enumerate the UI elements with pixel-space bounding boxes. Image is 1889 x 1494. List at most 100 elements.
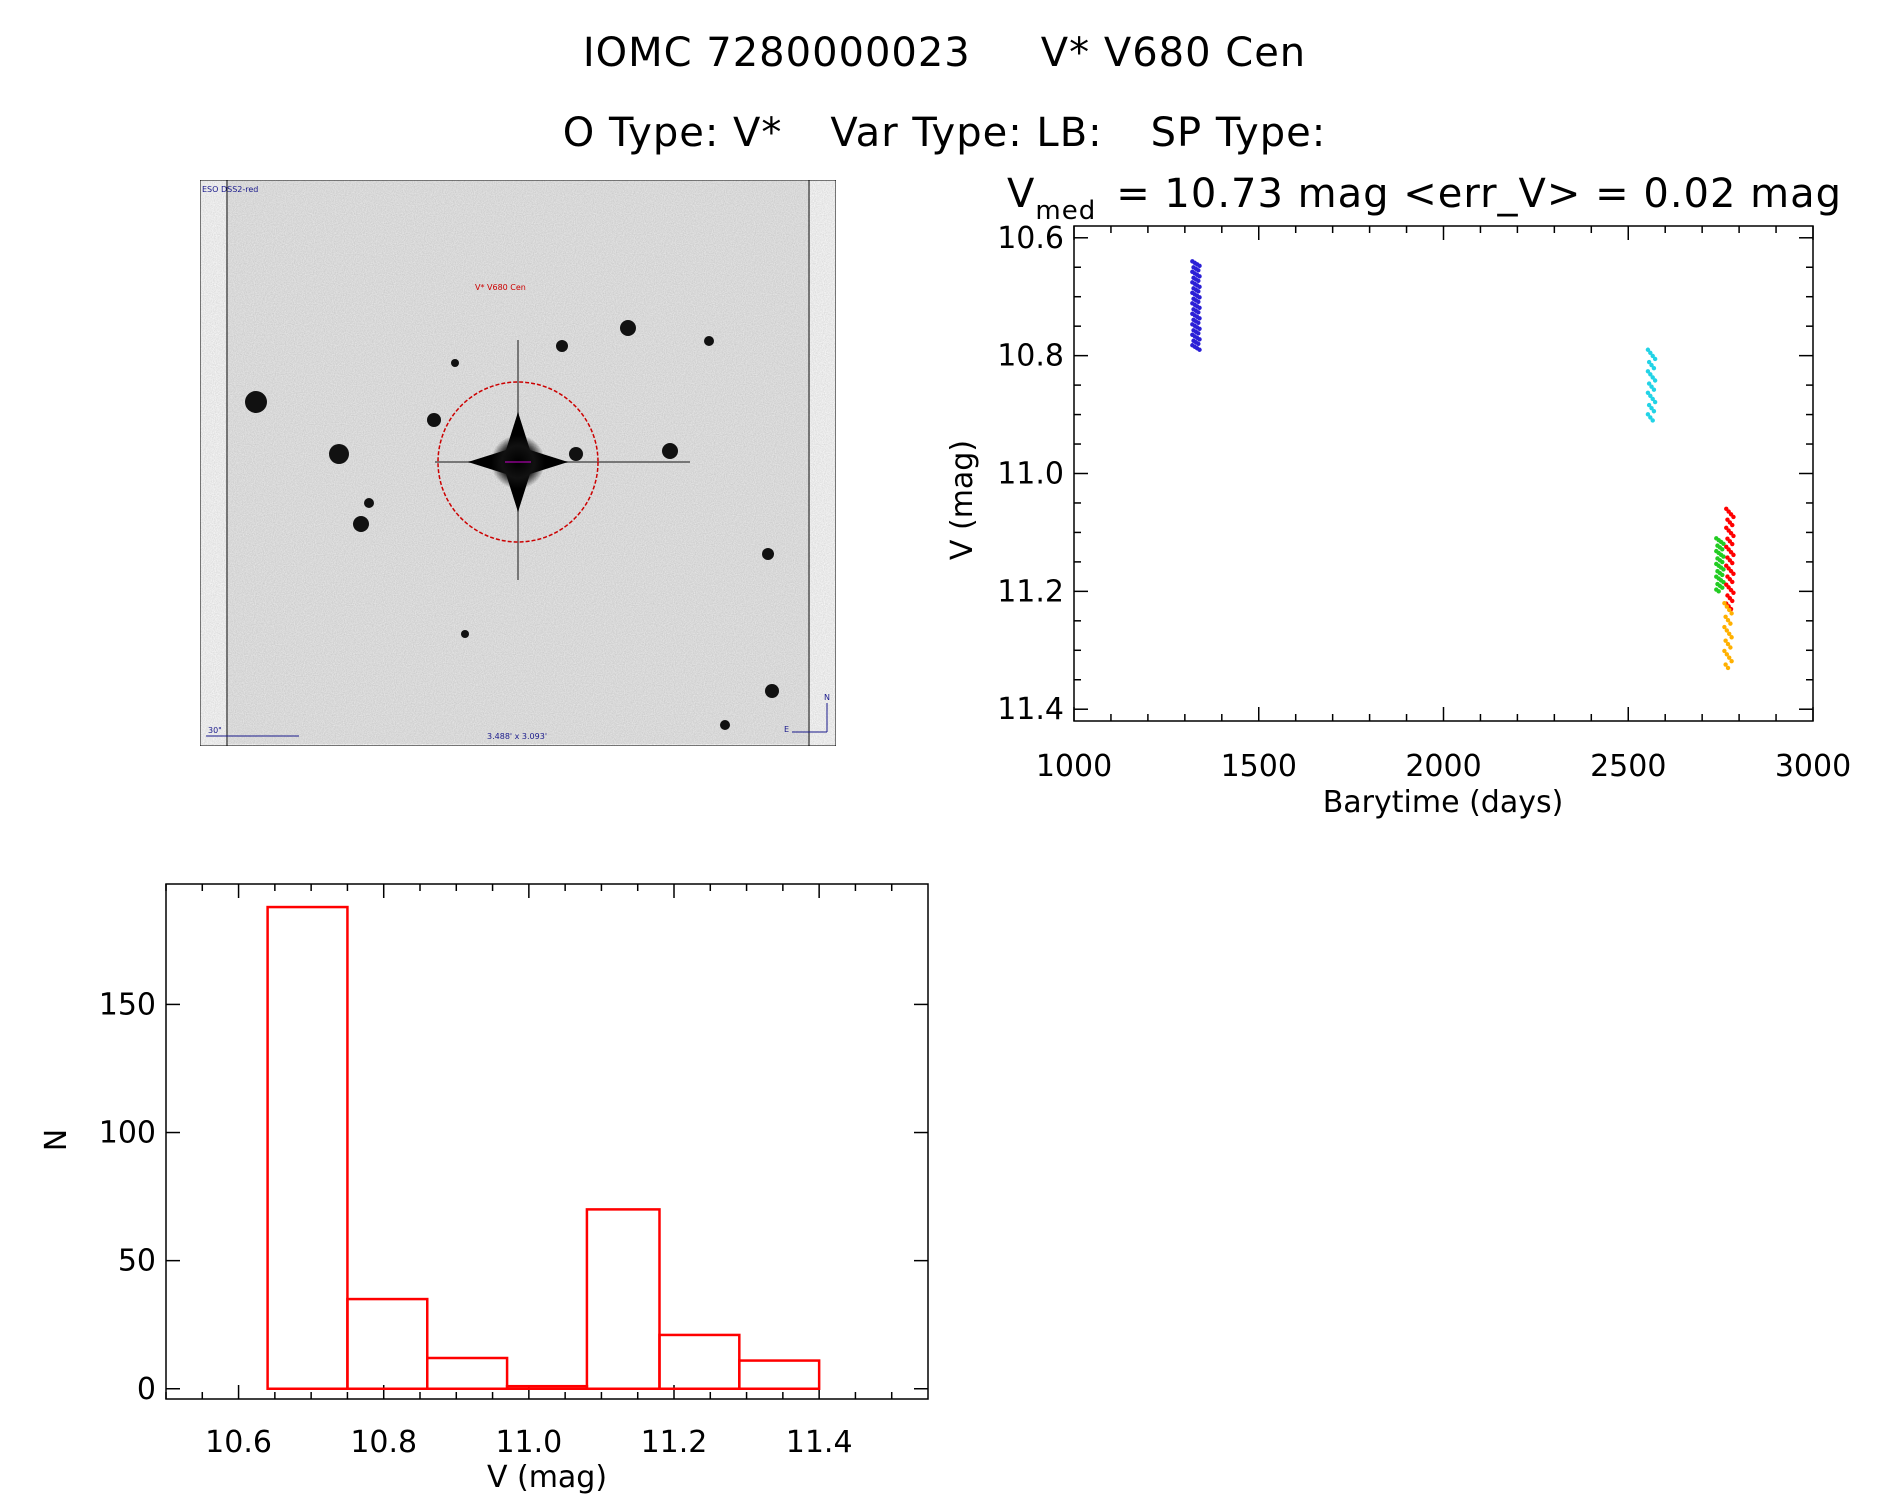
field-star <box>364 498 374 508</box>
lc-point <box>1196 268 1201 273</box>
lc-point <box>1730 579 1735 585</box>
object-type: O Type: V* <box>562 110 783 156</box>
hist-bar <box>738 1359 821 1391</box>
lc-y-tick-label: 11.2 <box>997 574 1064 609</box>
lc-point <box>1645 347 1651 352</box>
field-star <box>451 359 459 367</box>
lc-point <box>1650 396 1655 402</box>
lc-point <box>1651 365 1657 371</box>
lc-point <box>1197 295 1202 300</box>
lc-x-tick-labels: 1000 1500 2000 2500 3000 <box>1036 749 1851 784</box>
north-label: N <box>824 693 830 702</box>
lc-point <box>1724 604 1730 609</box>
hist-y-tick-label: 100 <box>99 1116 156 1151</box>
field-star <box>245 391 267 413</box>
field-star <box>427 413 441 427</box>
field-star <box>353 516 369 532</box>
hist-plot-frame <box>165 883 929 1400</box>
lc-y-tick-label: 10.8 <box>997 339 1064 374</box>
lc-point <box>1731 514 1736 520</box>
lc-point <box>1716 589 1721 594</box>
lc-point <box>1645 369 1651 374</box>
lc-point <box>1727 631 1732 637</box>
lc-point <box>1723 614 1728 619</box>
lc-point <box>1721 567 1726 572</box>
lc-series-group-2 <box>1645 347 1658 423</box>
lc-title: Vmed = 10.73 mag <err_V> = 0.02 mag <box>1007 171 1842 226</box>
hist-x-tick-label: 11.0 <box>495 1425 562 1460</box>
lc-point <box>1197 347 1202 352</box>
hist-y-tick-label: 50 <box>118 1244 156 1279</box>
hist-bars <box>266 905 821 1391</box>
lc-point <box>1720 585 1725 590</box>
lc-point <box>1645 390 1651 395</box>
lc-point <box>1196 341 1201 346</box>
lc-point <box>1728 645 1733 650</box>
lc-point <box>1724 652 1730 657</box>
hist-y-tick-labels: 0 50 100 150 <box>99 987 156 1406</box>
target-label: V* V680 Cen <box>475 283 526 292</box>
figure-title-line-1: IOMC 7280000023 V* V680 Cen <box>0 30 1889 76</box>
lc-point <box>1731 552 1736 558</box>
hist-bar <box>658 1333 741 1391</box>
lc-point <box>1727 655 1732 660</box>
lc-point <box>1728 621 1733 626</box>
lc-point <box>1650 418 1655 423</box>
lc-title-rest: = 10.73 mag <err_V> = 0.02 mag <box>1116 171 1842 217</box>
field-star <box>556 340 568 352</box>
hist-x-tick-labels: 10.6 10.8 11.0 11.2 11.4 <box>205 1425 852 1460</box>
target-circle <box>437 381 599 543</box>
scale-label: 30" <box>208 726 222 735</box>
lc-point <box>1723 662 1728 667</box>
hist-x-tick-label: 11.2 <box>641 1425 708 1460</box>
hist-y-tick-label: 0 <box>137 1372 156 1407</box>
field-star <box>620 320 636 336</box>
field-star <box>762 548 774 560</box>
light-curve-chart: Vmed = 10.73 mag <err_V> = 0.02 mag 1000 1… <box>945 171 1851 820</box>
lc-point <box>1646 359 1652 365</box>
field-star <box>329 444 349 464</box>
lc-point <box>1645 412 1651 417</box>
lc-point <box>1196 310 1201 315</box>
hist-bar <box>346 1297 429 1391</box>
lc-point <box>1720 559 1725 565</box>
lc-axis-ticks <box>1073 226 1814 721</box>
lc-point <box>1648 350 1653 356</box>
field-star <box>704 336 714 346</box>
hist-x-tick-label: 10.6 <box>205 1425 272 1460</box>
lc-point <box>1197 305 1202 311</box>
lc-point <box>1649 405 1654 411</box>
hist-bar <box>585 1208 661 1391</box>
lc-point <box>1197 316 1202 321</box>
lc-point <box>1720 572 1725 578</box>
lc-point <box>1649 384 1654 389</box>
lc-point <box>1731 533 1736 539</box>
lc-title-sub: med <box>1035 196 1096 226</box>
hist-x-tick-label: 10.8 <box>350 1425 417 1460</box>
survey-label: ESO DSS2-red <box>202 185 258 194</box>
lc-point <box>1725 641 1731 647</box>
lc-point <box>1651 387 1657 392</box>
lc-point <box>1652 399 1658 405</box>
hist-x-axis-label: V (mag) <box>487 1460 607 1494</box>
hist-y-axis-label: N <box>39 1129 74 1151</box>
lc-y-tick-labels: 10.6 10.8 11.0 11.2 11.4 <box>997 221 1064 727</box>
lc-point <box>1731 571 1736 577</box>
lc-point <box>1646 381 1652 386</box>
lc-point <box>1196 320 1201 325</box>
lc-point <box>1731 590 1736 595</box>
lc-point <box>1720 547 1725 552</box>
lc-plot-frame <box>1073 225 1814 722</box>
lc-title-prefix: V <box>1007 171 1035 217</box>
lc-point <box>1729 658 1734 664</box>
lc-point <box>1730 560 1735 566</box>
lc-point <box>1730 541 1735 547</box>
fov-label: 3.488' x 3.093' <box>487 732 547 741</box>
lc-y-axis-label: V (mag) <box>945 440 980 560</box>
field-star <box>461 630 469 638</box>
lc-point <box>1649 362 1654 368</box>
lc-point <box>1721 554 1726 559</box>
lc-point <box>1196 289 1201 294</box>
lc-x-tick-label: 2500 <box>1590 749 1666 784</box>
lc-point <box>1652 378 1658 383</box>
